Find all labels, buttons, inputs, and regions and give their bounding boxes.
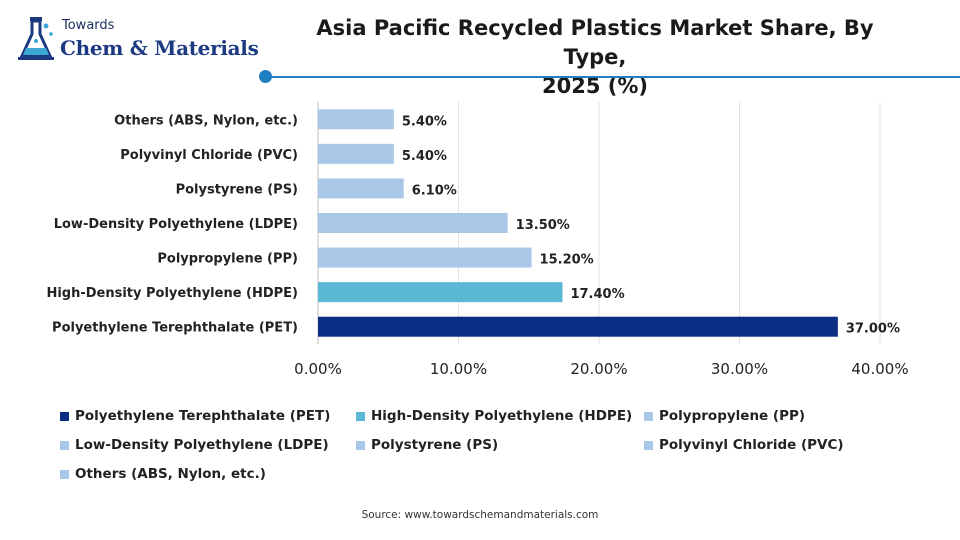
y-category-label: Polyethylene Terephthalate (PET) [52,321,298,336]
title-divider [265,76,960,78]
legend-item: High-Density Polyethylene (HDPE) [356,408,632,424]
chart-title-line-2: 2025 (%) [542,74,648,98]
x-tick-label: 10.00% [430,360,487,378]
data-label: 13.50% [516,218,570,233]
legend-item: Polyvinyl Chloride (PVC) [644,437,844,453]
data-label: 5.40% [402,114,447,129]
x-tick-label: 30.00% [711,360,768,378]
data-label: 15.20% [540,253,594,268]
y-category-label: Low-Density Polyethylene (LDPE) [54,217,298,232]
legend-label: Polystyrene (PS) [371,437,499,453]
y-category-label: High-Density Polyethylene (HDPE) [46,286,298,301]
data-label: 6.10% [412,183,457,198]
data-label: 5.40% [402,149,447,164]
data-label: 37.00% [846,322,900,337]
legend-label: Low-Density Polyethylene (LDPE) [75,437,329,453]
bar [318,247,532,268]
logo-main-text: Chem & Materials [60,36,259,60]
x-tick-label: 0.00% [294,360,342,378]
bar [318,178,404,199]
legend-swatch [644,411,653,421]
bar [318,213,508,233]
logo: Towards Chem & Materials [12,12,262,68]
x-tick-label: 40.00% [851,360,908,378]
bar [318,143,394,164]
legend-label: High-Density Polyethylene (HDPE) [371,408,633,424]
legend-label: Others (ABS, Nylon, etc.) [75,466,266,482]
y-category-label: Polyvinyl Chloride (PVC) [120,148,298,163]
legend-item: Polyethylene Terephthalate (PET) [60,408,330,424]
y-category-label: Polystyrene (PS) [176,182,298,197]
chart-title: Asia Pacific Recycled Plastics Market Sh… [290,14,900,101]
legend-swatch [60,469,69,479]
logo-top-text: Towards [62,18,115,33]
chart-title-line-1: Asia Pacific Recycled Plastics Market Sh… [316,16,874,69]
bar [318,316,838,337]
legend-swatch [60,411,69,421]
legend-item: Polypropylene (PP) [644,408,805,424]
legend-label: Polyethylene Terephthalate (PET) [75,408,331,424]
bar [318,282,563,303]
x-tick-label: 20.00% [570,360,627,378]
legend-label: Polypropylene (PP) [659,408,806,424]
legend-label: Polyvinyl Chloride (PVC) [659,437,844,453]
y-category-label: Others (ABS, Nylon, etc.) [114,113,298,128]
legend-item: Others (ABS, Nylon, etc.) [60,466,266,482]
title-divider-dot [259,70,272,83]
legend-swatch [356,440,365,450]
legend-swatch [356,411,365,421]
legend-swatch [60,440,69,450]
legend-item: Low-Density Polyethylene (LDPE) [60,437,329,453]
bar-chart: 0.00% 10.00% 20.00% 30.00% 40.00% Polyethylen… [46,102,909,378]
data-label: 17.40% [570,287,624,302]
source-note: Source: www.towardschemandmaterials.com [361,509,599,521]
legend-item: Polystyrene (PS) [356,437,498,453]
bar [318,109,394,130]
y-category-label: Polypropylene (PP) [157,252,298,267]
flask-logo-icon [18,17,54,60]
legend-swatch [644,440,653,450]
